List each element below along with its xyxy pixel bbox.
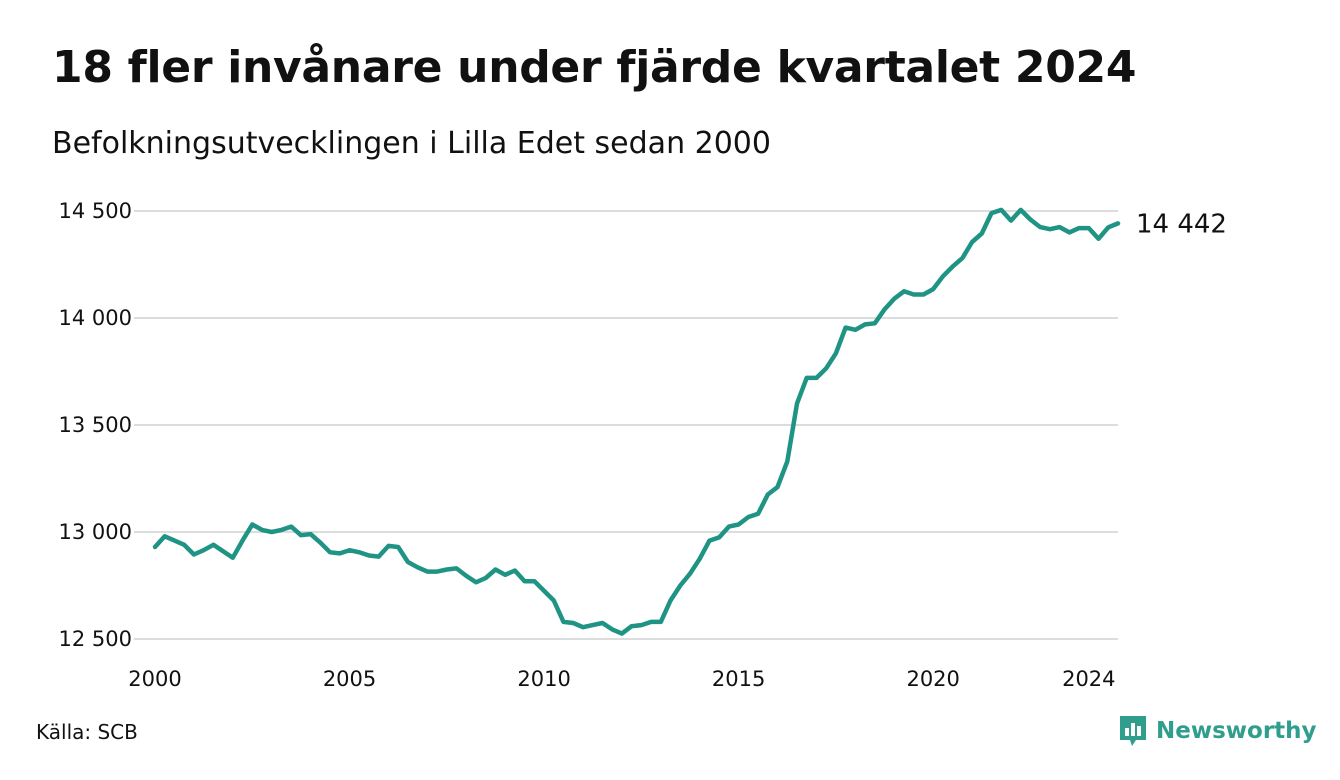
y-tick-label: 12 500: [59, 627, 132, 651]
population-series-line: [152, 207, 1121, 636]
gridlines: [134, 210, 1118, 640]
x-tick-label: 2000: [128, 667, 181, 691]
x-tick-label: 2015: [712, 667, 765, 691]
x-tick-label: 2005: [323, 667, 376, 691]
brand-logo[interactable]: Newsworthy: [1118, 714, 1317, 748]
end-value-label: 14 442: [1136, 209, 1227, 239]
chart-subtitle: Befolkningsutvecklingen i Lilla Edet sed…: [52, 126, 771, 161]
y-tick-label: 14 500: [59, 199, 132, 223]
brand-name: Newsworthy: [1156, 718, 1317, 744]
y-axis-ticks: 12 500 13 000 13 500 14 000 14 500: [59, 199, 132, 651]
y-tick-label: 13 500: [59, 413, 132, 437]
y-tick-label: 14 000: [59, 306, 132, 330]
x-tick-label: 2010: [517, 667, 570, 691]
x-tick-label: 2020: [906, 667, 959, 691]
newsworthy-logo-icon: [1120, 716, 1146, 746]
source-note: Källa: SCB: [36, 720, 138, 744]
chart-title: 18 fler invånare under fjärde kvartalet …: [52, 42, 1137, 93]
x-axis-ticks: 2000 2005 2010 2015 2020 2024: [128, 667, 1115, 691]
y-tick-label: 13 000: [59, 520, 132, 544]
x-tick-label: 2024: [1062, 667, 1115, 691]
